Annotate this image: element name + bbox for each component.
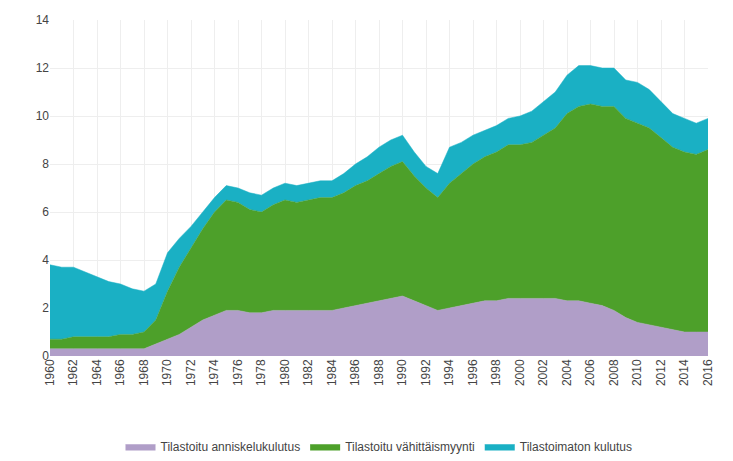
svg-text:1970: 1970 [160, 359, 174, 386]
svg-text:2002: 2002 [536, 359, 550, 386]
svg-text:2004: 2004 [560, 359, 574, 386]
svg-text:2: 2 [42, 301, 49, 315]
svg-text:10: 10 [36, 109, 50, 123]
svg-text:1972: 1972 [184, 359, 198, 386]
svg-text:1968: 1968 [137, 359, 151, 386]
svg-text:1974: 1974 [207, 359, 221, 386]
svg-text:12: 12 [36, 61, 50, 75]
svg-text:1964: 1964 [90, 359, 104, 386]
svg-text:4: 4 [42, 253, 49, 267]
svg-text:1988: 1988 [372, 359, 386, 386]
svg-text:1992: 1992 [419, 359, 433, 386]
svg-text:1976: 1976 [231, 359, 245, 386]
svg-text:8: 8 [42, 157, 49, 171]
svg-text:2000: 2000 [513, 359, 527, 386]
svg-text:6: 6 [42, 205, 49, 219]
svg-text:2016: 2016 [701, 359, 715, 386]
svg-text:2010: 2010 [630, 359, 644, 386]
svg-text:1978: 1978 [254, 359, 268, 386]
svg-text:1960: 1960 [43, 359, 57, 386]
svg-text:1986: 1986 [348, 359, 362, 386]
svg-text:2006: 2006 [583, 359, 597, 386]
svg-text:1984: 1984 [325, 359, 339, 386]
svg-text:2008: 2008 [607, 359, 621, 386]
svg-text:0: 0 [42, 349, 49, 363]
svg-text:1980: 1980 [278, 359, 292, 386]
svg-text:Tilastoitu vähittäismyynti: Tilastoitu vähittäismyynti [345, 440, 475, 454]
svg-text:14: 14 [36, 13, 50, 27]
svg-text:1966: 1966 [113, 359, 127, 386]
svg-text:2014: 2014 [677, 359, 691, 386]
svg-text:1994: 1994 [442, 359, 456, 386]
svg-text:1982: 1982 [301, 359, 315, 386]
svg-text:Tilastoitu anniskelukulutus: Tilastoitu anniskelukulutus [161, 440, 301, 454]
svg-text:1990: 1990 [395, 359, 409, 386]
svg-text:Tilastoimaton kulutus: Tilastoimaton kulutus [520, 440, 632, 454]
svg-text:1962: 1962 [66, 359, 80, 386]
svg-text:1996: 1996 [466, 359, 480, 386]
svg-text:2012: 2012 [654, 359, 668, 386]
svg-text:1998: 1998 [489, 359, 503, 386]
